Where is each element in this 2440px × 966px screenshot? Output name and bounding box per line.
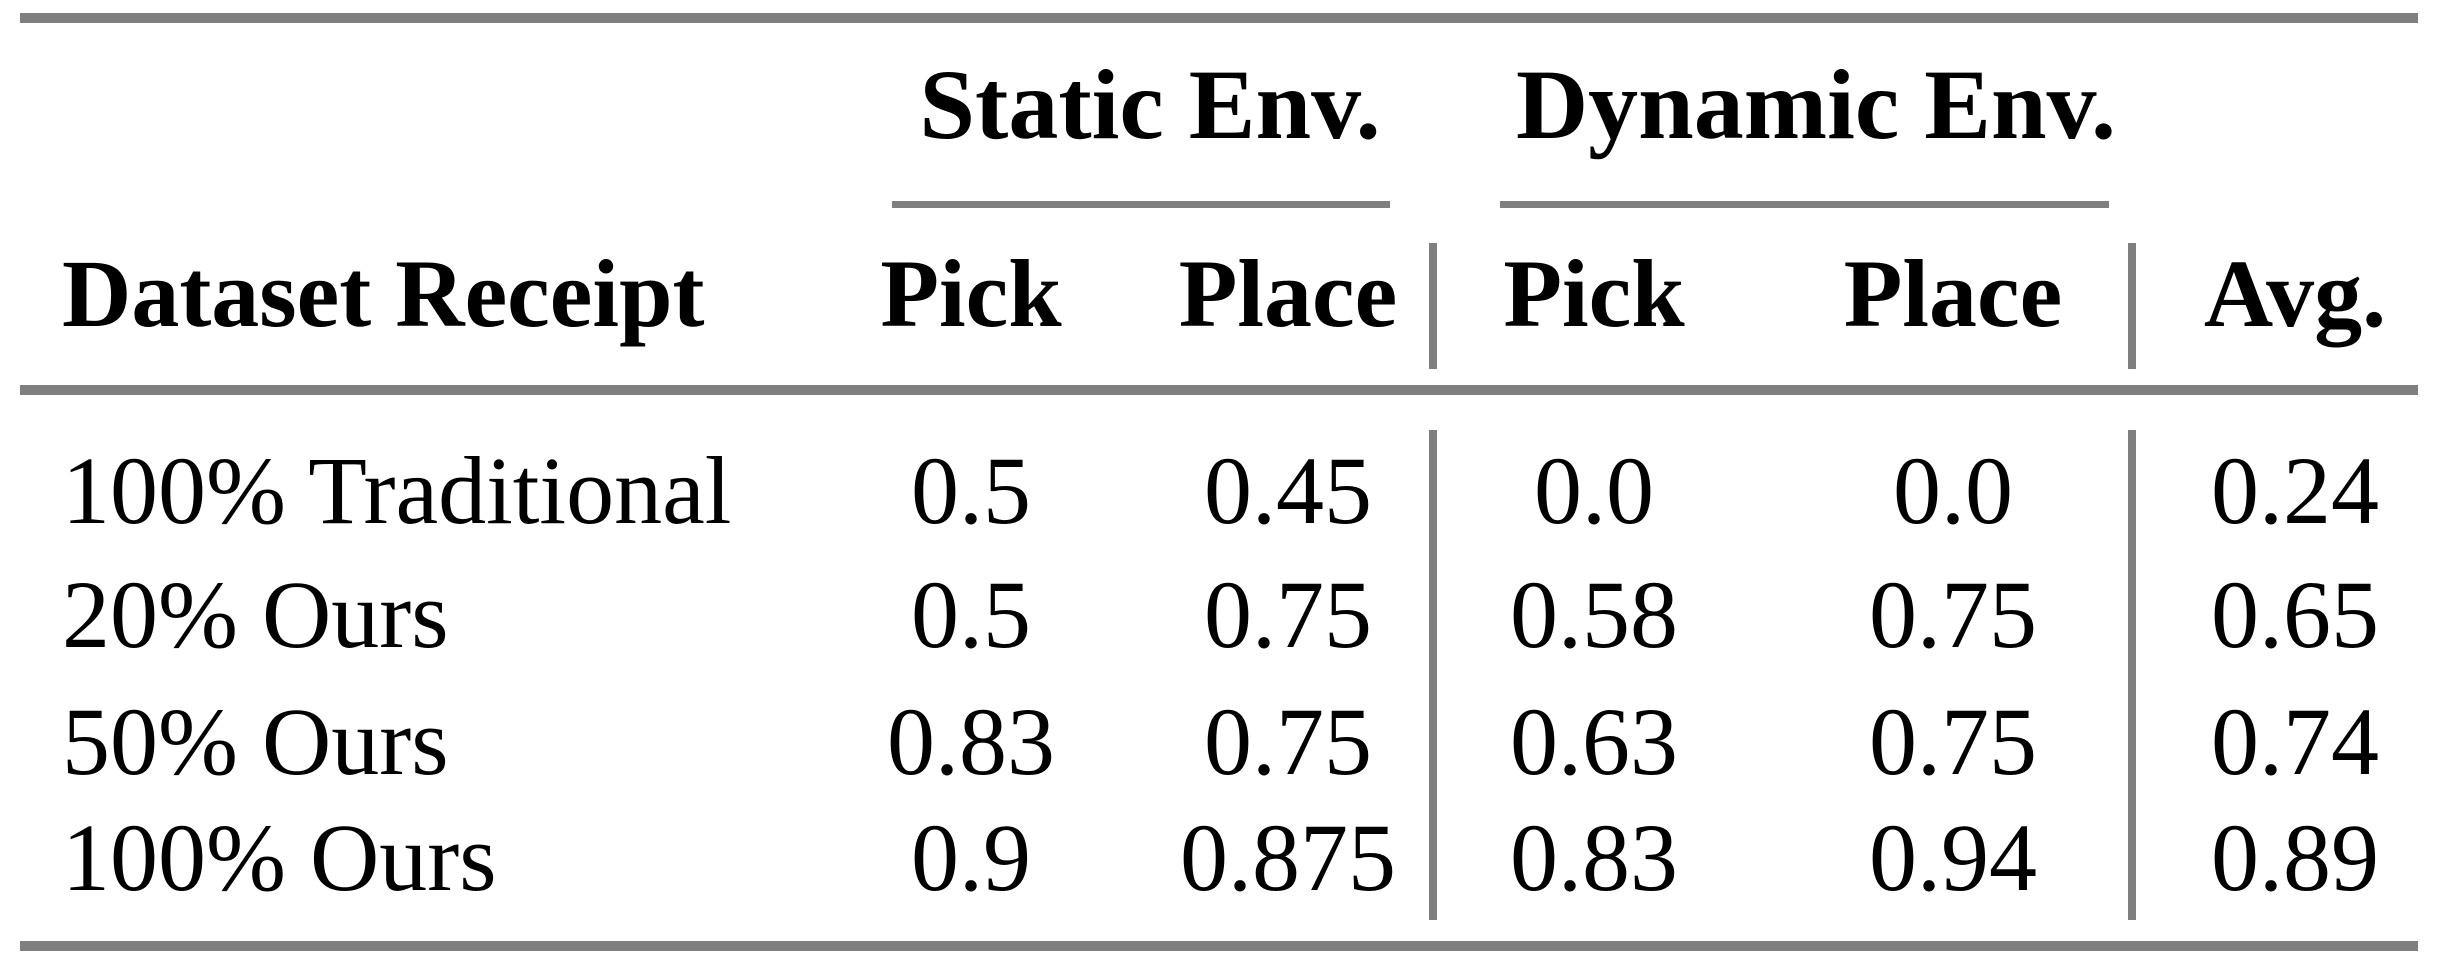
vertical-rule-static-dynamic-body [1429,430,1437,920]
vertical-rule-dynamic-avg-header [2128,243,2136,369]
row-label: 100% Ours [62,804,497,911]
row-label: 20% Ours [62,561,449,668]
cell-dynamic-place: 0.0 [1893,437,2013,544]
header-rule [20,385,2418,395]
cell-dynamic-pick: 0.83 [1510,804,1678,911]
column-header-static-place: Place [1178,240,1398,347]
cell-dynamic-place: 0.75 [1869,561,2037,668]
cell-avg: 0.74 [2211,688,2379,795]
cmidrule-static [892,201,1390,208]
cell-dynamic-pick: 0.58 [1510,561,1678,668]
row-label: 100% Traditional [62,437,732,544]
cmidrule-dynamic [1500,201,2109,208]
vertical-rule-static-dynamic-header [1429,243,1437,369]
cell-dynamic-pick: 0.63 [1510,688,1678,795]
cell-avg: 0.24 [2211,437,2379,544]
cell-avg: 0.89 [2211,804,2379,911]
cell-static-place: 0.875 [1180,804,1396,911]
bottom-rule [20,941,2418,951]
cell-dynamic-place: 0.94 [1869,804,2037,911]
cell-avg: 0.65 [2211,561,2379,668]
cell-static-place: 0.45 [1204,437,1372,544]
cell-static-place: 0.75 [1204,688,1372,795]
column-header-dynamic-pick: Pick [1503,240,1685,347]
cell-dynamic-pick: 0.0 [1534,437,1654,544]
group-header-dynamic-env: Dynamic Env. [1515,49,2117,160]
cell-dynamic-place: 0.75 [1869,688,2037,795]
cell-static-pick: 0.83 [887,688,1055,795]
group-header-static-env: Static Env. [919,49,1381,160]
cell-static-place: 0.75 [1204,561,1372,668]
cell-static-pick: 0.5 [911,561,1031,668]
column-header-dataset-receipt: Dataset Receipt [62,240,705,347]
cell-static-pick: 0.5 [911,437,1031,544]
vertical-rule-dynamic-avg-body [2128,430,2136,920]
top-rule [20,13,2418,23]
cell-static-pick: 0.9 [911,804,1031,911]
row-label: 50% Ours [62,688,449,795]
column-header-dynamic-place: Place [1843,240,2063,347]
column-header-static-pick: Pick [880,240,1062,347]
column-header-avg: Avg. [2203,240,2387,347]
